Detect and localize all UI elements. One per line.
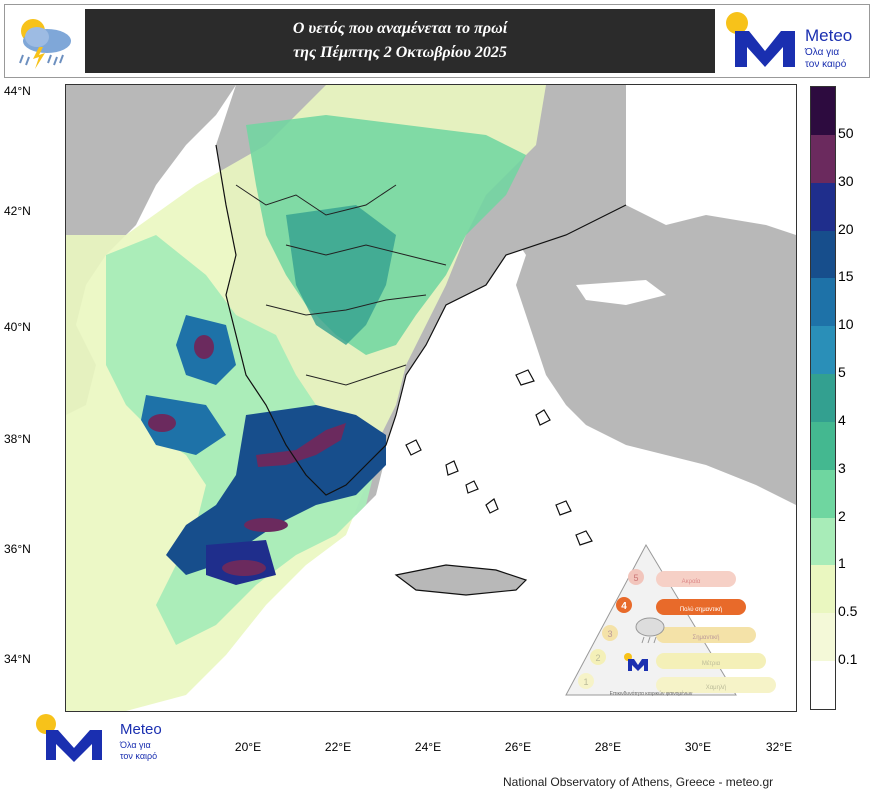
precip-core-5 <box>222 560 266 576</box>
lon-label-20: 20°E <box>234 740 262 754</box>
lat-label-40: 40°N <box>4 320 31 334</box>
colorbar-segment <box>811 134 835 184</box>
colorbar-label: 50 <box>838 124 854 141</box>
lon-label-22: 22°E <box>324 740 352 754</box>
colorbar-segment <box>811 182 835 232</box>
island-outlines <box>394 369 593 596</box>
colorbar-segment <box>811 613 835 662</box>
colorbar-segment <box>811 661 835 710</box>
precip-core-2 <box>148 414 176 432</box>
precip-core-4 <box>244 518 288 532</box>
pyramid-num-5: 5 <box>633 573 638 583</box>
pyramid-cloud-icon <box>635 617 665 644</box>
logo-name: Meteo <box>805 26 852 45</box>
colorbar-label: 10 <box>838 316 854 333</box>
pyramid-num-1: 1 <box>583 677 588 687</box>
colorbar-segment <box>811 565 835 614</box>
colorbar-segment <box>811 87 835 136</box>
title-line-1: Ο υετός που αναμένεται το πρωί <box>292 20 508 37</box>
rain-cloud-icon <box>9 11 79 73</box>
bottom-logo-name: Meteo <box>120 721 162 738</box>
colorbar-segment <box>811 278 835 327</box>
pyramid-label-2: Μέτρια <box>702 660 721 667</box>
colorbar-label: 5 <box>838 364 846 381</box>
colorbar-label: 4 <box>838 411 846 428</box>
pyramid-num-4: 4 <box>621 601 627 612</box>
lat-label-42: 42°N <box>4 204 31 218</box>
warning-pyramid: 5 4 3 2 1 Ακραία Πολύ σημαντική Σημαντικ… <box>565 543 776 697</box>
meteo-logo: Meteo Όλα για τον καιρό <box>719 9 865 73</box>
lon-label-28: 28°E <box>594 740 622 754</box>
lat-label-34: 34°N <box>4 652 31 666</box>
colorbar-segment <box>811 230 835 279</box>
land-turkey <box>496 175 796 505</box>
colorbar-label: 0.1 <box>838 651 858 668</box>
colorbar-segment <box>811 469 835 519</box>
bottom-meteo-logo: Meteo Όλα για τον καιρό <box>34 712 184 766</box>
precip-blue-2 <box>141 395 226 455</box>
colorbar-label: 2 <box>838 507 846 524</box>
colorbar-label: 20 <box>838 220 854 237</box>
country-borders <box>235 184 447 386</box>
colorbar <box>810 86 836 710</box>
lat-label-44: 44°N <box>4 84 31 98</box>
colorbar-label: 3 <box>838 459 846 476</box>
map-title: Ο υετός που αναμένεται το πρωί της Πέμπτ… <box>85 9 715 73</box>
pyramid-num-2: 2 <box>595 653 600 663</box>
colorbar-label: 0.5 <box>838 603 858 620</box>
lon-label-26: 26°E <box>504 740 532 754</box>
sea-black <box>626 85 796 215</box>
pyramid-caption: Επικινδυνότητα καιρικών φαινομένων <box>610 690 693 697</box>
coastline <box>215 144 627 496</box>
pyramid-num-3: 3 <box>607 629 612 639</box>
colorbar-segment <box>811 517 835 566</box>
precipitation-map: 5 4 3 2 1 Ακραία Πολύ σημαντική Σημαντικ… <box>65 84 797 712</box>
footer-credit: National Observatory of Athens, Greece -… <box>503 775 774 789</box>
pyramid-label-3: Σημαντική <box>692 634 719 641</box>
pyramid-meteo-logo-icon <box>624 653 648 671</box>
lat-label-36: 36°N <box>4 542 31 556</box>
land-crete <box>396 565 526 595</box>
bottom-logo-tagline-2: τον καιρό <box>120 751 157 761</box>
land-italy <box>66 85 236 415</box>
colorbar-segment <box>811 421 835 471</box>
header-bar: Ο υετός που αναμένεται το πρωί της Πέμπτ… <box>4 4 870 78</box>
precip-teal <box>286 205 396 345</box>
precip-green <box>106 235 376 645</box>
precip-core-3 <box>256 423 346 467</box>
colorbar-label: 1 <box>838 555 846 572</box>
sea-marmara <box>576 280 666 305</box>
precip-core-1 <box>194 335 214 359</box>
lon-label-30: 30°E <box>684 740 712 754</box>
colorbar-segment <box>811 374 835 423</box>
bottom-logo-tagline-1: Όλα για <box>119 740 151 750</box>
colorbar-label: 15 <box>838 268 854 285</box>
pyramid-label-5: Ακραία <box>682 579 701 585</box>
colorbar-segment <box>811 326 835 375</box>
lon-label-24: 24°E <box>414 740 442 754</box>
lon-label-32: 32°E <box>765 740 793 754</box>
logo-tagline-2: τον καιρό <box>805 58 847 70</box>
map-svg: 5 4 3 2 1 Ακραία Πολύ σημαντική Σημαντικ… <box>66 85 796 711</box>
title-line-2: της Πέμπτης 2 Οκτωβρίου 2025 <box>293 44 507 61</box>
lat-label-38: 38°N <box>4 432 31 446</box>
colorbar-label: 30 <box>838 172 854 189</box>
logo-tagline-1: Όλα για <box>804 47 839 58</box>
precip-blue-3 <box>166 405 386 575</box>
pyramid-label-4: Πολύ σημαντική <box>680 606 722 613</box>
pyramid-label-1: Χαμηλή <box>706 684 727 691</box>
